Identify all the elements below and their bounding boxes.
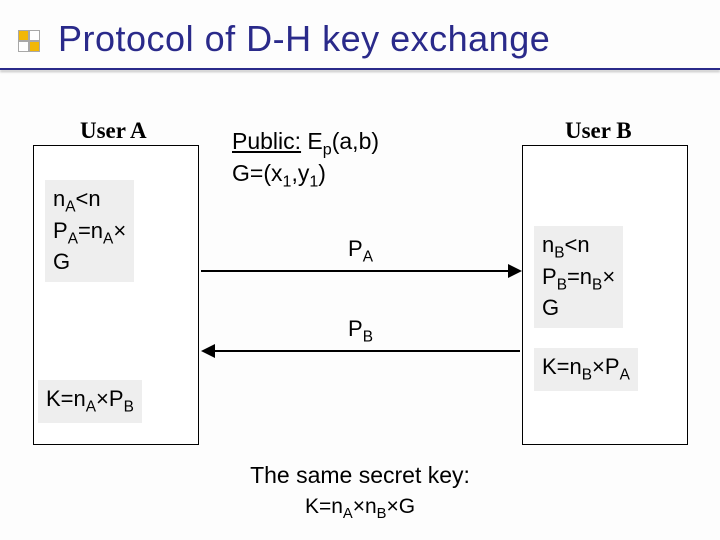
- slide-title: Protocol of D-H key exchange: [58, 18, 550, 60]
- arrow-pb-line: [213, 350, 520, 352]
- t: A: [65, 198, 75, 215]
- title-underline: [0, 68, 720, 70]
- message-pa-label: PA: [311, 236, 411, 266]
- t: p: [323, 141, 332, 159]
- bullet-sq-bl: [18, 41, 29, 52]
- t: n: [53, 186, 65, 211]
- t: n: [542, 232, 554, 257]
- t: ×P: [592, 354, 620, 379]
- arrow-pb-head-icon: [201, 344, 215, 358]
- t: K=n: [46, 386, 86, 411]
- t: P: [348, 316, 363, 341]
- t: ×: [602, 264, 615, 289]
- t: P: [53, 218, 68, 243]
- bullet-sq-tl: [18, 30, 29, 41]
- t: =n: [567, 264, 592, 289]
- t: K=n: [305, 495, 343, 518]
- t: ,y: [291, 160, 309, 186]
- t: G: [542, 295, 559, 320]
- t: P: [542, 264, 557, 289]
- t: B: [592, 276, 602, 293]
- title-bullet-icon: [18, 30, 40, 52]
- t: G=(x: [232, 160, 282, 186]
- bullet-sq-tr: [29, 30, 40, 41]
- t: ×P: [96, 386, 124, 411]
- t: Public:: [232, 128, 301, 154]
- arrow-pa-head-icon: [508, 264, 522, 278]
- same-key-caption: The same secret key:: [0, 462, 720, 489]
- t: A: [68, 230, 78, 247]
- compute-a-text: nA<n PA=nA× G: [45, 180, 134, 282]
- user-b-label: User B: [565, 118, 632, 144]
- key-a-text: K=nA×PB: [38, 380, 142, 423]
- t: ×: [113, 218, 126, 243]
- t: B: [582, 366, 592, 383]
- t: A: [363, 248, 373, 265]
- t: A: [343, 506, 353, 522]
- key-b-text: K=nB×PA: [534, 348, 638, 391]
- t: ×n: [353, 495, 377, 518]
- user-a-label: User A: [80, 118, 147, 144]
- compute-b-text: nB<n PB=nB× G: [534, 226, 623, 328]
- t: B: [557, 276, 567, 293]
- same-key-formula: K=nA×nB×G: [0, 495, 720, 522]
- t: ): [318, 160, 326, 186]
- public-params-text: Public: Ep(a,b) G=(x1,y1): [232, 128, 379, 192]
- t: B: [554, 244, 564, 261]
- t: A: [86, 398, 96, 415]
- t: G: [53, 249, 70, 274]
- t: A: [103, 230, 113, 247]
- t: B: [124, 398, 134, 415]
- t: 1: [309, 173, 318, 191]
- t: ×G: [386, 495, 415, 518]
- t: A: [620, 366, 630, 383]
- t: =n: [78, 218, 103, 243]
- t: K=n: [542, 354, 582, 379]
- t: B: [363, 328, 373, 345]
- bullet-sq-br: [29, 41, 40, 52]
- t: B: [377, 506, 387, 522]
- t: P: [348, 236, 363, 261]
- message-pb-label: PB: [311, 316, 411, 346]
- t: E: [301, 128, 323, 154]
- t: (a,b): [332, 128, 379, 154]
- t: <n: [565, 232, 590, 257]
- arrow-pa-line: [201, 270, 508, 272]
- t: <n: [76, 186, 101, 211]
